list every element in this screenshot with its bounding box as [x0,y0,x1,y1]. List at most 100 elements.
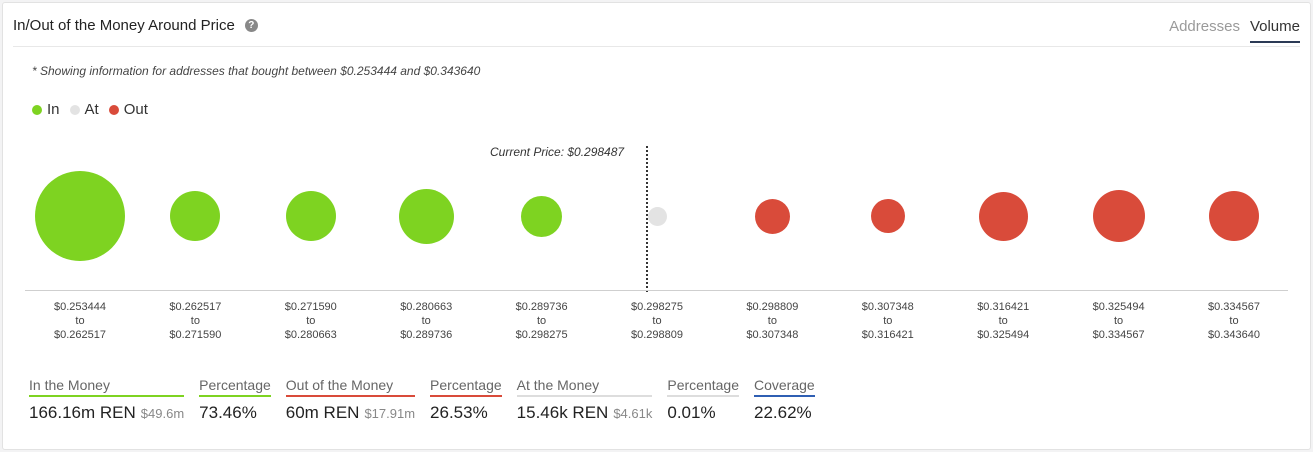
range-label-to-word: to [190,315,200,327]
range-label-to-word: to [306,315,316,327]
help-icon[interactable]: ? [244,19,258,32]
range-label-from: $0.262517 [169,301,222,313]
stat-coverage: Coverage 22.62% [753,377,815,423]
tab-volume[interactable]: Volume [1249,18,1300,43]
summary-stats: In the Money 166.16m REN $49.6m Percentag… [29,377,830,423]
info-note: * Showing information for addresses that… [32,64,481,78]
stat-value: 26.53% [430,403,488,422]
stat-label: Out of the Money [285,377,416,397]
tab-addresses[interactable]: Addresses [1169,18,1240,35]
range-label-3: $0.280663 to $0.289736 [371,300,481,342]
bubble-out-6[interactable] [754,198,790,234]
range-label-0: $0.253444 to $0.262517 [25,300,135,342]
legend-out-dot [108,104,119,115]
bubble-out-9[interactable] [1092,190,1145,242]
range-label-from: $0.253444 [54,301,106,313]
range-label-to-word: to [998,315,1008,327]
stat-at-percentage: Percentage 0.01% [667,377,739,423]
stat-value: 166.16m REN $49.6m [29,403,184,423]
range-label-from: $0.325494 [1092,301,1145,313]
header-divider [13,46,1300,47]
range-label-7: $0.307348 to $0.316421 [833,300,943,342]
range-label-to: $0.289736 [400,329,453,341]
current-price-line [646,146,648,292]
stat-label: Percentage [430,377,502,397]
bubble-in-4[interactable] [521,195,563,237]
legend-out-label: Out [123,101,148,118]
legend-item-in: In [32,101,60,118]
stat-label: Percentage [199,377,271,397]
range-label-to: $0.298275 [515,329,568,341]
view-tabs: Addresses Volume [1159,18,1300,43]
legend-item-at: At [69,101,99,118]
legend-item-out: Out [108,101,148,118]
range-label-6: $0.298809 to $0.307348 [717,300,827,342]
stat-in-percentage: Percentage 73.46% [199,377,271,423]
range-label-to: $0.343640 [1208,329,1260,341]
range-label-9: $0.325494 to $0.334567 [1064,300,1174,342]
card-header: In/Out of the Money Around Price ? [13,17,258,34]
bubble-out-8[interactable] [978,191,1028,241]
stat-value-usd: $17.91m [364,406,416,421]
range-label-to: $0.271590 [169,329,222,341]
range-label-from: $0.298809 [746,301,799,313]
range-label-to: $0.325494 [977,329,1030,341]
range-label-4: $0.289736 to $0.298275 [487,300,597,342]
bubble-at-5[interactable] [647,206,667,226]
legend-at-dot [69,104,80,115]
stat-value: 15.46k REN $4.61k [517,403,653,423]
x-axis-line [25,290,1288,291]
legend-at-label: At [84,101,99,118]
range-label-2: $0.271590 to $0.280663 [256,300,366,342]
legend-in-dot [32,104,42,115]
bubble-out-7[interactable] [870,199,905,233]
range-label-to-word: to [421,315,431,327]
range-label-from: $0.289736 [515,301,568,313]
range-label-to: $0.334567 [1092,329,1145,341]
range-label-to-word: to [537,315,547,327]
stat-value: 22.62% [753,403,812,422]
range-label-from: $0.334567 [1208,301,1260,313]
legend-in-label: In [47,101,60,118]
range-label-from: $0.271590 [284,301,337,313]
range-label-to-word: to [883,315,893,327]
legend: In At Out [32,101,158,118]
range-label-10: $0.334567 to $0.343640 [1179,300,1289,342]
range-label-from: $0.298275 [631,301,683,313]
stat-at-the-money: At the Money 15.46k REN $4.61k [516,377,653,423]
range-label-to: $0.262517 [54,329,106,341]
range-label-to-word: to [75,315,85,327]
range-label-to: $0.307348 [746,329,799,341]
range-label-1: $0.262517 to $0.271590 [140,300,250,342]
bubble-out-10[interactable] [1209,191,1259,241]
range-label-to: $0.280663 [284,329,337,341]
stat-value-usd: $4.61k [613,406,653,421]
range-label-to: $0.316421 [861,329,914,341]
bubble-in-3[interactable] [398,188,454,244]
bubble-in-2[interactable] [285,191,336,241]
range-label-to-word: to [767,315,777,327]
range-label-to: $0.298809 [631,329,683,341]
stat-value: 73.46% [199,403,257,422]
stat-label: Coverage [753,377,815,397]
range-label-8: $0.316421 to $0.325494 [948,300,1058,342]
current-price-label: Current Price: $0.298487 [490,145,625,159]
stat-value-main: 60m REN [285,403,360,422]
stat-label: Percentage [667,377,739,397]
stat-value-main: 15.46k REN [516,403,609,422]
bubble-in-0[interactable] [35,171,125,261]
range-label-from: $0.307348 [861,301,914,313]
stat-value: 60m REN $17.91m [286,403,415,423]
stat-in-the-money: In the Money 166.16m REN $49.6m [29,377,185,423]
card-title: In/Out of the Money Around Price [13,17,235,34]
bubble-in-1[interactable] [170,191,221,241]
stat-value: 0.01% [667,403,716,422]
range-label-5: $0.298275 to $0.298809 [602,300,712,342]
range-label-from: $0.280663 [400,301,453,313]
stat-value-usd: $49.6m [140,406,185,421]
stat-out-percentage: Percentage 26.53% [430,377,502,423]
range-label-to-word: to [1114,315,1124,327]
range-label-to-word: to [1229,315,1239,327]
stat-label: At the Money [516,377,653,397]
